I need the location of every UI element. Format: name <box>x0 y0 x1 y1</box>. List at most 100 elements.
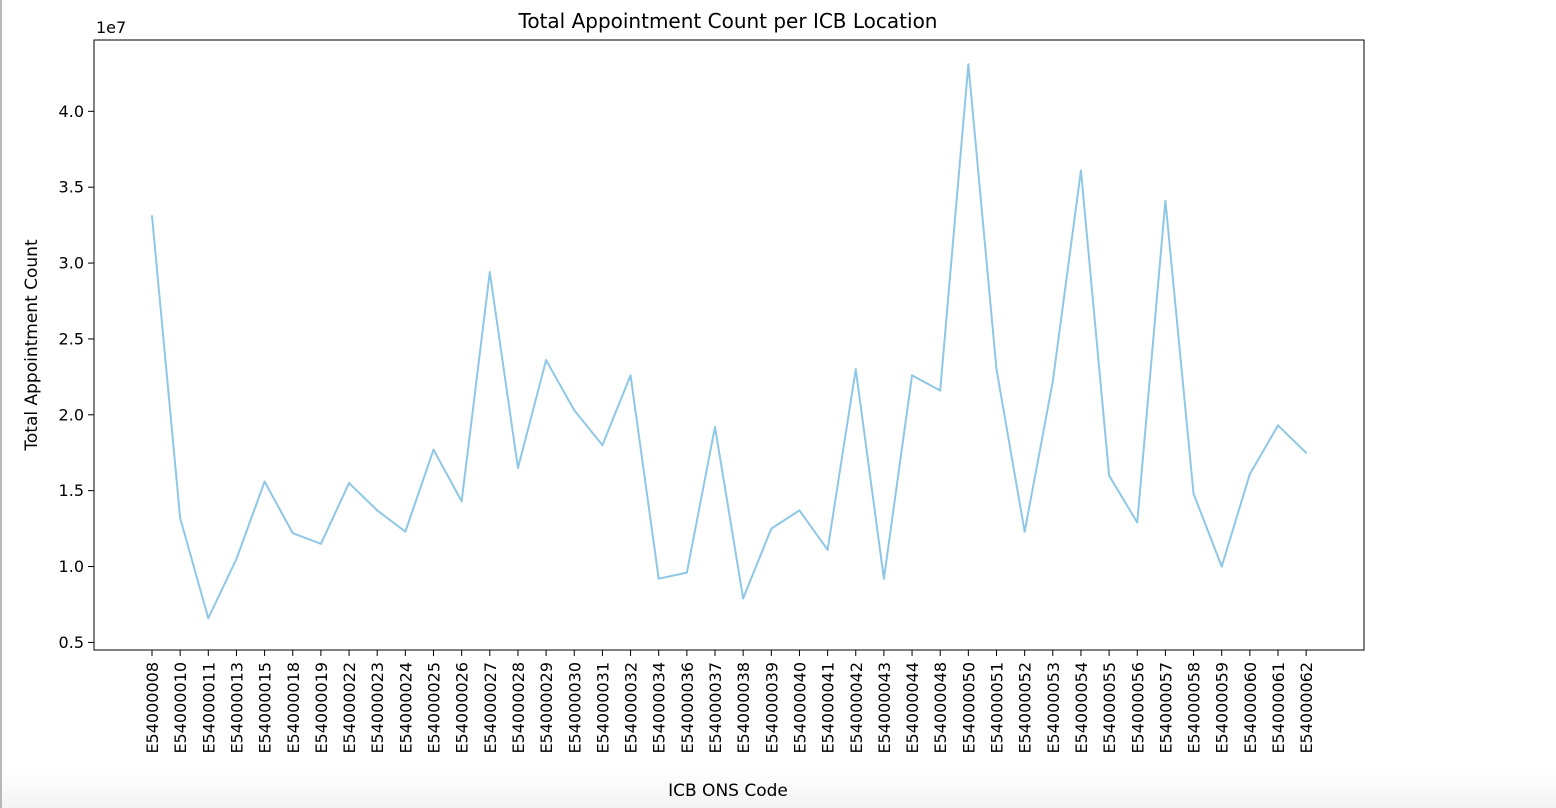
x-tick-label: E54000029 <box>537 662 556 754</box>
x-tick-label: E54000030 <box>565 662 584 754</box>
x-tick-label: E54000023 <box>368 662 387 754</box>
y-tick-label: 0.5 <box>59 633 84 652</box>
data-point <box>967 63 970 66</box>
data-point <box>714 425 716 428</box>
y-tick-label: 1.0 <box>59 557 84 576</box>
data-point <box>404 530 407 533</box>
x-tick-label: E54000053 <box>1044 662 1063 754</box>
x-tick-label: E54000028 <box>509 662 528 754</box>
x-tick-label: E54000060 <box>1241 662 1260 754</box>
x-tick-label: E54000044 <box>903 662 922 754</box>
x-tick-label: E54000056 <box>1128 662 1147 754</box>
data-point <box>1108 474 1111 477</box>
y-tick-label: 2.0 <box>59 405 84 424</box>
y-tick-label: 3.0 <box>59 254 84 273</box>
x-tick-label: E54000011 <box>199 662 218 754</box>
x-tick-label: E54000015 <box>256 662 275 754</box>
data-point <box>348 482 351 485</box>
x-tick-label: E54000043 <box>875 662 894 754</box>
x-tick-label: E54000048 <box>931 662 950 754</box>
x-tick-label: E54000010 <box>171 662 190 754</box>
data-point <box>1248 472 1251 475</box>
y-offset-label: 1e7 <box>96 18 126 37</box>
data-point <box>545 359 548 362</box>
data-point <box>826 548 829 551</box>
y-tick-label: 4.0 <box>59 102 84 121</box>
x-tick-label: E54000024 <box>396 662 415 754</box>
x-tick-label: E54000036 <box>678 662 697 754</box>
y-tick-label: 3.5 <box>59 178 84 197</box>
x-tick-label: E54000031 <box>593 662 612 754</box>
y-tick-label: 1.5 <box>59 481 84 500</box>
data-point <box>151 215 153 218</box>
x-tick-label: E54000008 <box>143 662 162 754</box>
data-point <box>1220 565 1223 568</box>
series-line <box>151 63 1307 620</box>
data-point <box>1305 451 1308 454</box>
data-point <box>854 368 857 371</box>
x-tick-label: E54000052 <box>1016 662 1035 754</box>
x-tick-label: E54000057 <box>1156 662 1175 754</box>
data-point <box>742 597 745 600</box>
y-axis-label: Total Appointment Count <box>22 239 42 452</box>
data-point <box>798 509 801 512</box>
chart-title: Total Appointment Count per ICB Location <box>518 9 938 33</box>
data-point <box>939 389 942 392</box>
x-tick-label: E54000039 <box>762 662 781 754</box>
data-point <box>601 444 604 447</box>
x-tick-label: E54000034 <box>650 662 669 754</box>
data-point <box>179 516 182 519</box>
x-tick-label: E54000013 <box>227 662 246 754</box>
x-tick-label: E54000050 <box>959 662 978 754</box>
data-point <box>263 480 266 483</box>
x-tick-label: E54000038 <box>734 662 753 754</box>
x-tick-label: E54000058 <box>1185 662 1204 754</box>
data-point <box>432 448 435 451</box>
data-point <box>573 409 576 412</box>
x-tick-label: E54000062 <box>1297 662 1316 754</box>
x-tick-label: E54000026 <box>453 662 472 754</box>
data-point <box>882 577 885 580</box>
data-point <box>1277 424 1279 427</box>
x-tick-label: E54000051 <box>988 662 1007 754</box>
data-point <box>319 542 322 545</box>
x-axis: E54000008 E54000010 E54000011 E54000013 E540… <box>143 650 1316 754</box>
x-tick-label: E54000025 <box>425 662 444 754</box>
x-tick-label: E54000041 <box>819 662 838 754</box>
data-point <box>516 466 519 469</box>
x-tick-label: E54000032 <box>622 662 641 754</box>
y-tick-label: 2.5 <box>59 329 84 348</box>
x-tick-label: E54000054 <box>1072 662 1091 754</box>
data-point <box>657 577 660 580</box>
data-point <box>235 557 238 560</box>
data-point <box>207 617 210 620</box>
x-tick-label: E54000027 <box>481 662 500 754</box>
data-point <box>1192 492 1195 495</box>
data-point <box>488 271 491 274</box>
data-point <box>1079 169 1082 172</box>
plot-area <box>93 39 1365 651</box>
x-tick-label: E54000040 <box>790 662 809 754</box>
data-point <box>629 374 632 377</box>
x-axis-label: ICB ONS Code <box>668 781 788 801</box>
y-axis: 0.5 1.0 1.5 2.0 2.5 3.0 3.5 4.0 <box>59 102 94 652</box>
x-tick-label: E54000055 <box>1100 662 1119 754</box>
data-point <box>770 527 773 530</box>
data-point <box>685 571 688 574</box>
data-point <box>291 532 294 535</box>
data-point <box>1051 380 1054 383</box>
data-points <box>151 63 1308 620</box>
data-point <box>1023 530 1026 533</box>
data-point <box>1136 521 1139 524</box>
x-tick-label: E54000019 <box>312 662 331 754</box>
x-tick-label: E54000059 <box>1213 662 1232 754</box>
x-tick-label: E54000022 <box>340 662 359 754</box>
data-point <box>995 368 998 371</box>
data-point <box>911 374 914 377</box>
data-point <box>1164 199 1167 202</box>
x-tick-label: E54000042 <box>847 662 866 754</box>
data-point <box>460 500 463 503</box>
x-tick-label: E54000037 <box>706 662 725 754</box>
